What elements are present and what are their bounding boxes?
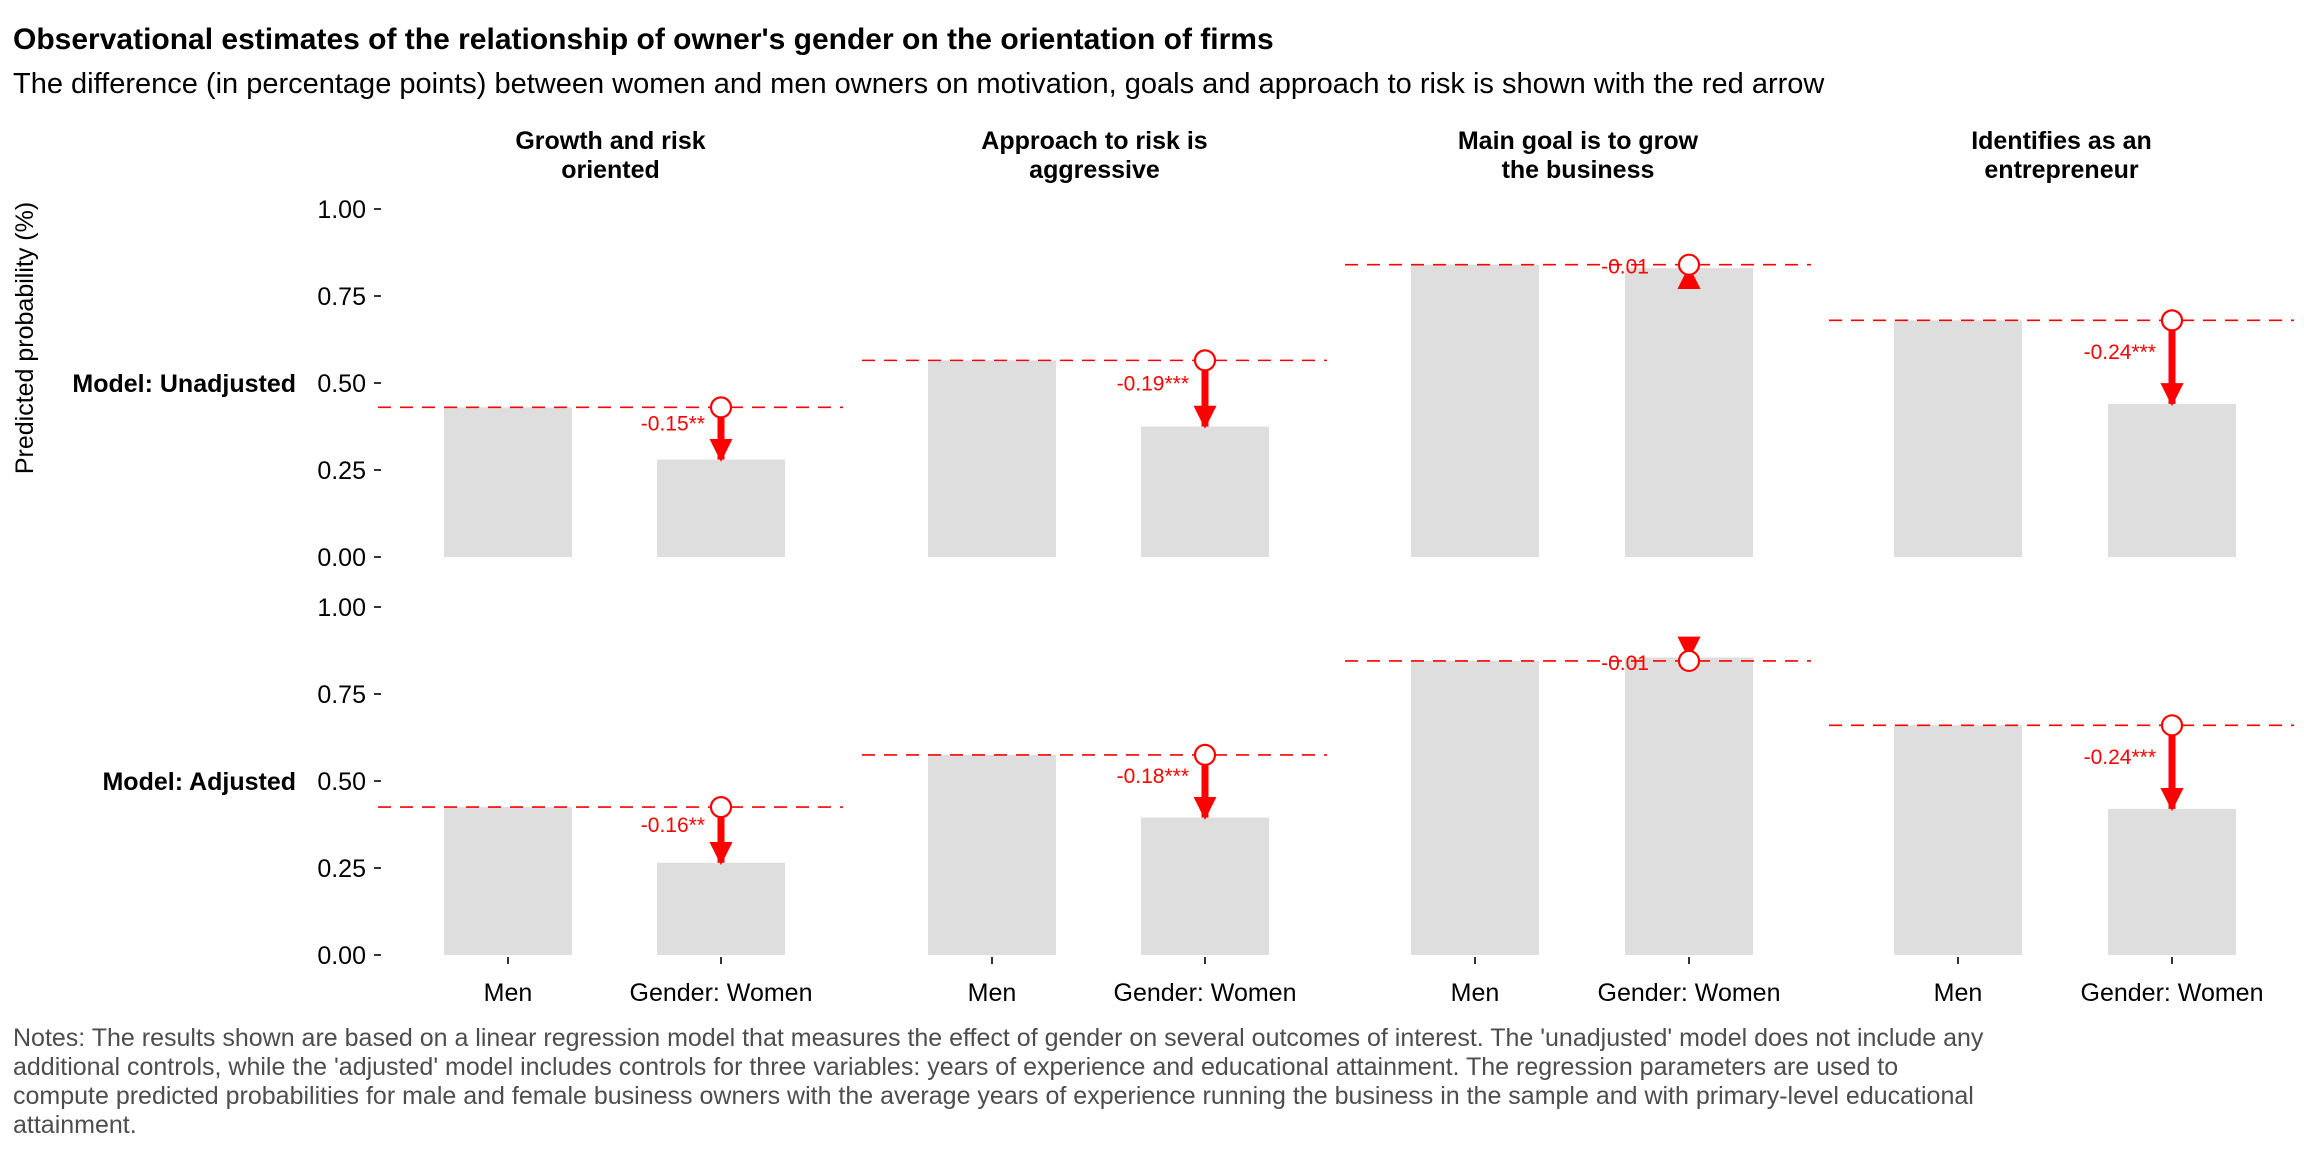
x-tick-label-women: Gender: Women xyxy=(630,979,813,1007)
bar-women xyxy=(1141,817,1269,955)
column-strip-title: Approach to risk is xyxy=(981,127,1207,155)
bar-men xyxy=(444,407,572,557)
y-tick-label: 1.00 xyxy=(317,594,366,622)
bar-women xyxy=(1141,426,1269,557)
row-strip-label: Model: Adjusted xyxy=(102,768,296,796)
bar-women xyxy=(2108,808,2236,955)
notes-block: Notes: The results shown are based on a … xyxy=(13,1024,1984,1139)
bar-men xyxy=(1894,725,2022,955)
bar-men xyxy=(1411,264,1539,557)
men-estimate-point xyxy=(1677,253,1701,276)
x-tick-label-women: Gender: Women xyxy=(1114,979,1297,1007)
y-tick-label: 0.75 xyxy=(317,681,366,709)
bar-women xyxy=(657,459,785,557)
difference-label: -0.15** xyxy=(641,412,705,435)
column-strip-title: oriented xyxy=(561,156,660,184)
x-tick-label-women: Gender: Women xyxy=(1598,979,1781,1007)
men-estimate-point xyxy=(2160,714,2184,737)
column-strip-title: Main goal is to grow xyxy=(1458,127,1699,155)
y-tick-label: 0.50 xyxy=(317,768,366,796)
bar-men xyxy=(444,807,572,955)
y-tick-label: 0.00 xyxy=(317,544,366,572)
bar-women xyxy=(657,862,785,955)
notes-line: compute predicted probabilities for male… xyxy=(13,1082,1974,1110)
column-strip-title: the business xyxy=(1502,156,1655,184)
notes-line: Notes: The results shown are based on a … xyxy=(13,1024,1984,1052)
x-tick-label-women: Gender: Women xyxy=(2081,979,2264,1007)
difference-label: -0.19*** xyxy=(1117,372,1189,395)
bar-men xyxy=(1411,660,1539,955)
y-tick-label: 0.50 xyxy=(317,370,366,398)
bar-women xyxy=(2108,403,2236,557)
bar-women xyxy=(1625,268,1753,557)
men-estimate-point xyxy=(2160,309,2184,332)
y-axis-label: Predicted probability (%) xyxy=(11,202,39,474)
men-estimate-point xyxy=(709,396,733,419)
column-strip-title: entrepreneur xyxy=(1984,156,2138,184)
difference-label: -0.24*** xyxy=(2084,341,2156,364)
x-tick-label-men: Men xyxy=(1451,979,1500,1007)
x-tick-label-men: Men xyxy=(968,979,1017,1007)
y-tick-label: 0.75 xyxy=(317,283,366,311)
x-tick-label-men: Men xyxy=(484,979,533,1007)
men-estimate-point xyxy=(1677,649,1701,673)
difference-label: -0.01 xyxy=(1601,256,1649,279)
bar-men xyxy=(928,360,1056,557)
difference-label: -0.18*** xyxy=(1117,765,1189,788)
x-tick-label-men: Men xyxy=(1934,979,1983,1007)
column-strip-title: Identifies as an xyxy=(1971,127,2152,155)
bar-men xyxy=(1894,320,2022,557)
men-estimate-point xyxy=(1193,349,1217,372)
difference-label: -0.01 xyxy=(1601,652,1649,675)
chart-title: Observational estimates of the relations… xyxy=(13,23,1274,56)
y-tick-label: 0.25 xyxy=(317,855,366,883)
y-tick-label: 1.00 xyxy=(317,196,366,224)
y-tick-label: 0.00 xyxy=(317,942,366,970)
row-strip-label: Model: Unadjusted xyxy=(72,370,296,398)
notes-line: additional controls, while the 'adjusted… xyxy=(13,1053,1898,1081)
column-strip-title: aggressive xyxy=(1029,156,1160,184)
difference-label: -0.24*** xyxy=(2084,746,2156,769)
men-estimate-point xyxy=(1193,743,1217,767)
bar-women xyxy=(1625,657,1753,955)
notes-line: attainment. xyxy=(13,1111,137,1139)
y-tick-label: 0.25 xyxy=(317,457,366,485)
column-strip-title: Growth and risk xyxy=(515,127,705,155)
chart-subtitle: The difference (in percentage points) be… xyxy=(13,68,1825,100)
difference-label: -0.16** xyxy=(641,814,705,837)
men-estimate-point xyxy=(709,795,733,819)
bar-men xyxy=(928,754,1056,955)
